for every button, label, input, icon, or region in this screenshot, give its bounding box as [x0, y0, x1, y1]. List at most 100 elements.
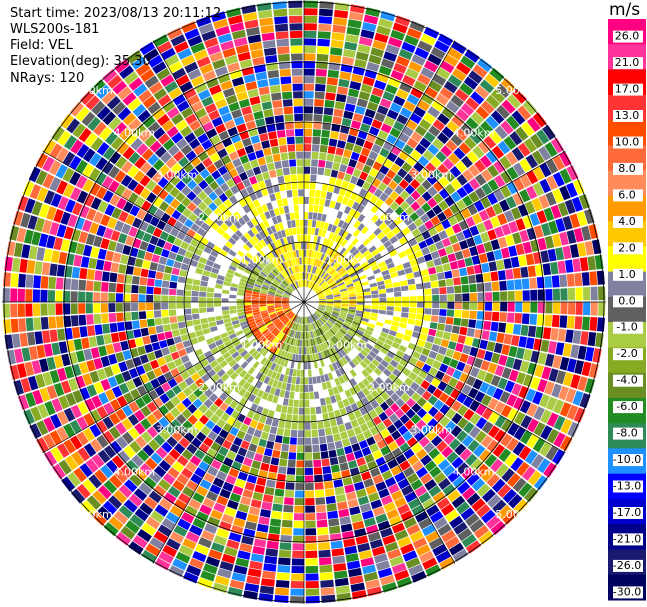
radar-gate	[233, 220, 242, 230]
radar-gate	[212, 58, 226, 70]
radar-gate	[434, 40, 450, 53]
radar-gate	[499, 199, 510, 212]
range-ring-label: 4.00km	[453, 466, 495, 479]
radar-gate	[283, 359, 289, 368]
radar-gate	[472, 145, 485, 159]
radar-gate	[318, 303, 326, 306]
radar-gate	[108, 313, 117, 323]
radar-gate	[145, 457, 158, 470]
radar-gate	[543, 207, 555, 222]
radar-gate	[108, 495, 123, 510]
radar-gate	[387, 302, 394, 307]
radar-gate	[313, 235, 318, 243]
radar-gate	[396, 576, 412, 589]
radar-gate	[513, 177, 525, 191]
radar-gate	[237, 447, 248, 457]
radar-gate	[265, 55, 278, 64]
radar-gate	[47, 303, 56, 316]
radar-gate	[463, 408, 475, 421]
radar-gate	[342, 477, 353, 486]
radar-gate	[525, 253, 535, 266]
radar-gate	[455, 231, 466, 242]
radar-gate	[331, 225, 338, 233]
radar-gate	[215, 123, 227, 134]
range-ring-label: 5.00km	[71, 84, 113, 97]
radar-gate	[419, 118, 432, 131]
radar-gate	[25, 289, 33, 302]
radar-gate	[398, 274, 407, 281]
radar-gate	[353, 211, 361, 220]
radar-gate	[442, 464, 456, 477]
radar-gate	[224, 119, 236, 130]
radar-gate	[486, 473, 500, 488]
radar-gate	[359, 171, 369, 181]
radar-gate	[331, 426, 339, 435]
radar-gate	[214, 408, 225, 418]
radar-gate	[446, 100, 460, 114]
radar-gate	[341, 230, 349, 239]
radar-gate	[251, 369, 259, 378]
radar-gate	[390, 70, 404, 81]
radar-gate	[246, 355, 254, 364]
radar-gate	[296, 159, 304, 167]
radar-gate	[182, 208, 192, 218]
radar-gate	[154, 349, 163, 359]
radar-gate	[410, 337, 419, 345]
radar-gate	[466, 266, 475, 275]
radar-gate	[490, 271, 499, 282]
radar-gate	[83, 443, 97, 457]
radar-gate	[347, 182, 356, 192]
radar-gate	[319, 269, 324, 277]
radar-gate	[209, 272, 218, 279]
radar-gate	[397, 536, 412, 548]
radar-gate	[168, 309, 177, 317]
radar-gate	[229, 579, 245, 590]
radar-gate	[589, 271, 598, 286]
radar-gate	[496, 259, 505, 271]
radar-gate	[490, 110, 505, 124]
radar-gate	[124, 479, 138, 493]
radar-gate	[119, 65, 134, 79]
radar-gate	[274, 267, 281, 274]
radar-gate	[346, 95, 358, 105]
radar-gate	[18, 318, 27, 332]
radar-gate	[70, 279, 79, 291]
radar-gate	[322, 246, 328, 254]
radar-gate	[443, 54, 459, 67]
radar-gate	[288, 452, 297, 460]
radar-gate	[190, 238, 199, 248]
radar-gate	[274, 16, 288, 25]
radar-gate	[494, 365, 505, 377]
radar-gate	[521, 121, 535, 137]
radar-gate	[180, 125, 192, 138]
radar-gate	[374, 218, 384, 227]
radar-gate	[432, 73, 447, 86]
radar-gate	[224, 340, 233, 347]
radar-gate	[233, 211, 242, 220]
radar-gate	[95, 259, 105, 271]
radar-gate	[212, 582, 228, 594]
radar-gate	[333, 344, 340, 352]
radar-gate	[337, 86, 349, 95]
radar-gate	[297, 272, 301, 280]
radar-gate	[56, 410, 69, 426]
radar-gate	[265, 440, 275, 450]
radar-gate	[263, 424, 271, 433]
radar-gate	[433, 193, 444, 204]
radar-gate	[225, 474, 237, 485]
radar-gate	[142, 95, 157, 109]
radar-gate	[125, 459, 139, 473]
radar-gate	[187, 35, 203, 47]
radar-gate	[226, 7, 242, 18]
radar-gate	[259, 293, 267, 297]
radar-gate	[447, 294, 455, 302]
radar-gate	[256, 252, 264, 260]
radar-gate	[454, 293, 462, 302]
radar-gate	[391, 341, 400, 350]
radar-gate	[454, 211, 465, 223]
radar-gate	[192, 343, 201, 351]
radar-gate	[507, 422, 520, 437]
radar-gate	[97, 449, 111, 464]
radar-gate	[404, 267, 413, 274]
radar-gate	[338, 315, 346, 320]
